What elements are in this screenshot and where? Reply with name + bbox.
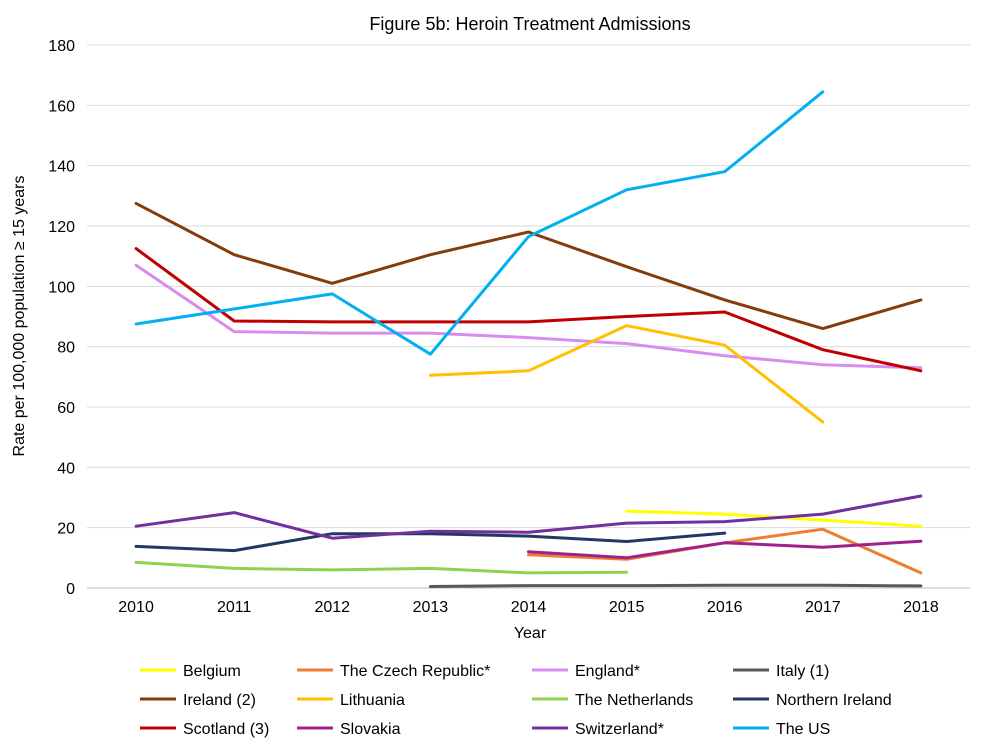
series-lines bbox=[134, 90, 923, 588]
x-tick-label: 2015 bbox=[609, 599, 645, 616]
legend-label-the-czech-republic: The Czech Republic* bbox=[340, 663, 490, 680]
y-axis-title: Rate per 100,000 population ≥ 15 years bbox=[11, 176, 28, 457]
x-tick-label: 2016 bbox=[707, 599, 743, 616]
x-tick-label: 2014 bbox=[511, 599, 547, 616]
legend-label-italy-1: Italy (1) bbox=[776, 663, 829, 680]
x-tick-label: 2012 bbox=[314, 599, 350, 616]
x-tick-label: 2010 bbox=[118, 599, 154, 616]
y-tick-label: 40 bbox=[57, 460, 75, 477]
series-line-england bbox=[134, 263, 923, 370]
series-line-lithuania bbox=[428, 324, 825, 424]
x-tick-label: 2017 bbox=[805, 599, 841, 616]
y-tick-label: 180 bbox=[48, 38, 75, 55]
legend-label-england: England* bbox=[575, 663, 640, 680]
legend-label-northern-ireland: Northern Ireland bbox=[776, 692, 892, 709]
legend-label-ireland-2: Ireland (2) bbox=[183, 692, 256, 709]
series-line-slovakia bbox=[527, 539, 923, 560]
y-tick-label: 80 bbox=[57, 340, 75, 357]
legend-label-the-us: The US bbox=[776, 721, 830, 738]
x-axis-tick-labels: 2010 2011 2012 2013 2014 2015 2016 2017 2018 bbox=[118, 599, 939, 616]
legend-label-lithuania: Lithuania bbox=[340, 692, 405, 709]
y-tick-label: 140 bbox=[48, 159, 75, 176]
y-tick-label: 100 bbox=[48, 279, 75, 296]
legend: Belgium The Czech Republic* England* Italy … bbox=[140, 663, 892, 738]
legend-label-belgium: Belgium bbox=[183, 663, 241, 680]
legend-label-switzerland: Switzerland* bbox=[575, 721, 664, 738]
y-tick-label: 20 bbox=[57, 521, 75, 538]
x-tick-label: 2013 bbox=[413, 599, 449, 616]
legend-label-scotland-3: Scotland (3) bbox=[183, 721, 269, 738]
series-line-the-us bbox=[134, 90, 825, 356]
y-tick-label: 60 bbox=[57, 400, 75, 417]
chart-title: Figure 5b: Heroin Treatment Admissions bbox=[369, 14, 690, 34]
series-line-the-czech-republic bbox=[527, 527, 923, 575]
legend-label-the-netherlands: The Netherlands bbox=[575, 692, 693, 709]
y-axis-tick-labels: 0 20 40 60 80 100 120 140 160 180 bbox=[48, 38, 75, 598]
y-tick-label: 120 bbox=[48, 219, 75, 236]
legend-label-slovakia: Slovakia bbox=[340, 721, 401, 738]
x-axis-title: Year bbox=[514, 625, 547, 642]
series-line-scotland-3 bbox=[134, 247, 923, 373]
series-line-the-netherlands bbox=[134, 560, 629, 575]
y-tick-label: 160 bbox=[48, 98, 75, 115]
gridlines bbox=[87, 44, 970, 529]
series-line-italy-1 bbox=[428, 583, 923, 588]
series-line-ireland-2 bbox=[134, 201, 923, 331]
y-tick-label: 0 bbox=[66, 581, 75, 598]
series-line-switzerland bbox=[134, 494, 923, 540]
x-tick-label: 2018 bbox=[903, 599, 939, 616]
series-line-northern-ireland bbox=[134, 531, 727, 553]
x-tick-label: 2011 bbox=[217, 599, 252, 616]
